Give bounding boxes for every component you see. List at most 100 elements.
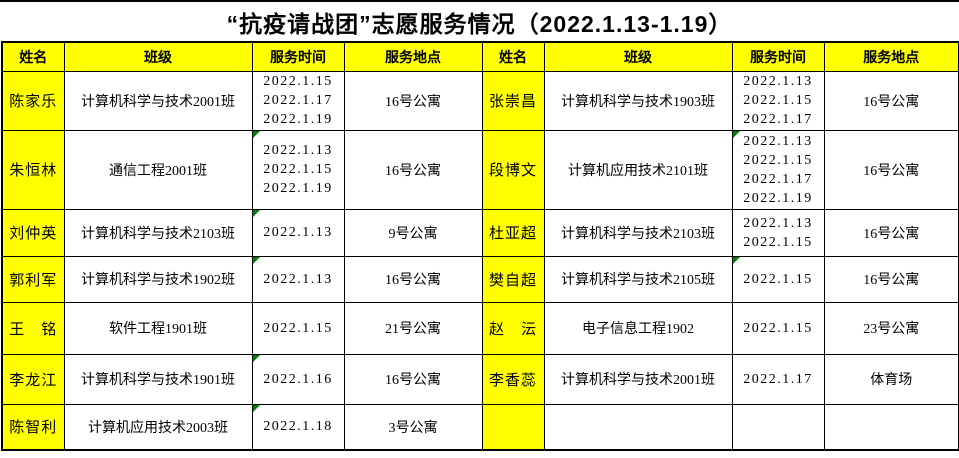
service-date: 2022.1.19 bbox=[743, 190, 813, 206]
service-date: 2022.1.13 bbox=[263, 225, 333, 240]
excel-text-number-marker-icon bbox=[253, 405, 260, 412]
table-row: 朱恒林 通信工程2001班 2022.1.13 2022.1.15 2022.1.19 1… bbox=[1, 129, 959, 210]
service-location-cell[interactable]: 9号公寓 bbox=[343, 208, 483, 257]
table-row: 李龙江 计算机科学与技术1901班 2022.1.16 16号公寓 李香蕊 计算机科学与技… bbox=[1, 353, 959, 405]
class-cell[interactable]: 通信工程2001班 bbox=[63, 129, 253, 210]
class-cell[interactable]: 计算机科学与技术1902班 bbox=[63, 255, 253, 303]
name-cell[interactable]: 李香蕊 bbox=[481, 353, 545, 405]
name-cell[interactable]: 刘仲英 bbox=[1, 208, 65, 257]
service-location-cell[interactable]: 16号公寓 bbox=[823, 129, 959, 210]
service-date: 2022.1.18 bbox=[263, 419, 333, 435]
name-cell[interactable]: 王 铭 bbox=[1, 301, 65, 355]
service-time-cell[interactable]: 2022.1.13 bbox=[251, 255, 345, 303]
class-cell[interactable]: 计算机科学与技术2103班 bbox=[543, 208, 733, 257]
service-date: 2022.1.19 bbox=[263, 181, 333, 196]
class-cell[interactable]: 计算机应用技术2101班 bbox=[543, 129, 733, 210]
excel-text-number-marker-icon bbox=[253, 210, 260, 217]
service-time-cell[interactable]: 2022.1.13 2022.1.15 2022.1.19 bbox=[251, 129, 345, 210]
table-row: 陈智利 计算机应用技术2003班 2022.1.18 3号公寓 bbox=[1, 403, 959, 451]
column-header: 服务时间 bbox=[731, 41, 825, 72]
table-row: 王 铭软件工程1901班 2022.1.15 21号公寓赵 沄电子信息工程1902 2… bbox=[1, 301, 959, 355]
service-date: 2022.1.17 bbox=[743, 371, 813, 387]
column-header: 服务时间 bbox=[251, 41, 345, 72]
name-cell[interactable]: 赵 沄 bbox=[481, 301, 545, 355]
service-time-cell[interactable]: 2022.1.16 bbox=[251, 353, 345, 405]
name-cell[interactable]: 李龙江 bbox=[1, 353, 65, 405]
service-time-cell[interactable]: 2022.1.13 2022.1.15 2022.1.17 bbox=[731, 70, 825, 131]
service-date: 2022.1.13 bbox=[263, 271, 333, 287]
column-header: 姓名 bbox=[481, 41, 545, 72]
name-cell[interactable]: 张崇昌 bbox=[481, 70, 545, 131]
service-location-cell[interactable]: 16号公寓 bbox=[343, 353, 483, 405]
service-location-cell[interactable]: 16号公寓 bbox=[823, 70, 959, 131]
page-title: “抗疫请战团”志愿服务情况（2022.1.13-1.19） bbox=[226, 10, 733, 37]
class-cell[interactable]: 计算机科学与技术2001班 bbox=[63, 70, 253, 131]
service-date: 2022.1.15 bbox=[263, 162, 333, 177]
service-location-cell[interactable]: 3号公寓 bbox=[343, 403, 483, 451]
name-cell[interactable]: 陈智利 bbox=[1, 403, 65, 451]
service-time-cell[interactable]: 2022.1.18 bbox=[251, 403, 345, 451]
name-cell[interactable]: 郭利军 bbox=[1, 255, 65, 303]
column-header: 姓名 bbox=[1, 41, 65, 72]
class-cell[interactable] bbox=[543, 403, 733, 451]
excel-text-number-marker-icon bbox=[253, 131, 260, 138]
service-location-cell[interactable]: 16号公寓 bbox=[823, 255, 959, 303]
service-location-cell[interactable]: 16号公寓 bbox=[343, 255, 483, 303]
class-cell[interactable]: 计算机应用技术2003班 bbox=[63, 403, 253, 451]
name-cell[interactable]: 杜亚超 bbox=[481, 208, 545, 257]
service-location-cell[interactable]: 16号公寓 bbox=[823, 208, 959, 257]
service-date: 2022.1.13 bbox=[743, 215, 813, 231]
class-cell[interactable]: 计算机科学与技术1903班 bbox=[543, 70, 733, 131]
excel-text-number-marker-icon bbox=[253, 257, 260, 264]
service-date: 2022.1.13 bbox=[743, 74, 813, 89]
excel-text-number-marker-icon bbox=[733, 257, 740, 264]
service-location-cell[interactable] bbox=[823, 403, 959, 451]
column-header: 班级 bbox=[63, 41, 253, 72]
service-location-cell[interactable]: 16号公寓 bbox=[343, 129, 483, 210]
service-time-cell[interactable]: 2022.1.13 2022.1.15 bbox=[731, 208, 825, 257]
name-cell[interactable]: 陈家乐 bbox=[1, 70, 65, 131]
name-cell[interactable]: 段博文 bbox=[481, 129, 545, 210]
service-date: 2022.1.15 bbox=[743, 271, 813, 287]
column-header: 服务地点 bbox=[343, 41, 483, 72]
service-date: 2022.1.16 bbox=[263, 371, 333, 387]
service-date: 2022.1.19 bbox=[263, 112, 333, 127]
class-cell[interactable]: 电子信息工程1902 bbox=[543, 301, 733, 355]
service-location-cell[interactable]: 16号公寓 bbox=[343, 70, 483, 131]
table-row: 郭利军 计算机科学与技术1902班 2022.1.13 16号公寓 樊自超 计算机科学与技… bbox=[1, 255, 959, 303]
class-cell[interactable]: 软件工程1901班 bbox=[63, 301, 253, 355]
excel-text-number-marker-icon bbox=[253, 355, 260, 362]
service-date: 2022.1.17 bbox=[743, 171, 813, 187]
service-location-cell[interactable]: 21号公寓 bbox=[343, 301, 483, 355]
service-time-cell[interactable]: 2022.1.17 bbox=[731, 353, 825, 405]
name-cell[interactable] bbox=[481, 403, 545, 451]
class-cell[interactable]: 计算机科学与技术2103班 bbox=[63, 208, 253, 257]
column-header: 服务地点 bbox=[823, 41, 959, 72]
service-date: 2022.1.15 bbox=[743, 93, 813, 108]
service-time-cell[interactable]: 2022.1.15 bbox=[731, 255, 825, 303]
table-row: 陈家乐 计算机科学与技术2001班 2022.1.15 2022.1.17 2022.1… bbox=[1, 70, 959, 131]
service-time-cell[interactable]: 2022.1.15 bbox=[731, 301, 825, 355]
service-date: 2022.1.13 bbox=[263, 143, 333, 158]
service-time-cell[interactable]: 2022.1.15 bbox=[251, 301, 345, 355]
service-date: 2022.1.15 bbox=[743, 152, 813, 168]
volunteer-service-table: 姓名 班级 服务时间 服务地点 姓名 班级 服务时间 服务地点 陈家乐 计算机科学与技术2001… bbox=[1, 41, 959, 451]
column-header: 班级 bbox=[543, 41, 733, 72]
service-time-cell[interactable]: 2022.1.15 2022.1.17 2022.1.19 bbox=[251, 70, 345, 131]
service-time-cell[interactable] bbox=[731, 403, 825, 451]
name-cell[interactable]: 樊自超 bbox=[481, 255, 545, 303]
service-location-cell[interactable]: 23号公寓 bbox=[823, 301, 959, 355]
service-date: 2022.1.15 bbox=[743, 234, 813, 250]
service-time-cell[interactable]: 2022.1.13 2022.1.15 2022.1.17 2022.1.19 bbox=[731, 129, 825, 210]
class-cell[interactable]: 计算机科学与技术2105班 bbox=[543, 255, 733, 303]
table-row: 刘仲英 计算机科学与技术2103班 2022.1.13 9号公寓 杜亚超 计算机科学与技术… bbox=[1, 208, 959, 257]
service-date: 2022.1.17 bbox=[743, 112, 813, 127]
service-date: 2022.1.17 bbox=[263, 93, 333, 108]
class-cell[interactable]: 计算机科学与技术1901班 bbox=[63, 353, 253, 405]
name-cell[interactable]: 朱恒林 bbox=[1, 129, 65, 210]
excel-text-number-marker-icon bbox=[733, 131, 740, 138]
service-date: 2022.1.13 bbox=[743, 133, 813, 149]
service-location-cell[interactable]: 体育场 bbox=[823, 353, 959, 405]
class-cell[interactable]: 计算机科学与技术2001班 bbox=[543, 353, 733, 405]
service-time-cell[interactable]: 2022.1.13 bbox=[251, 208, 345, 257]
